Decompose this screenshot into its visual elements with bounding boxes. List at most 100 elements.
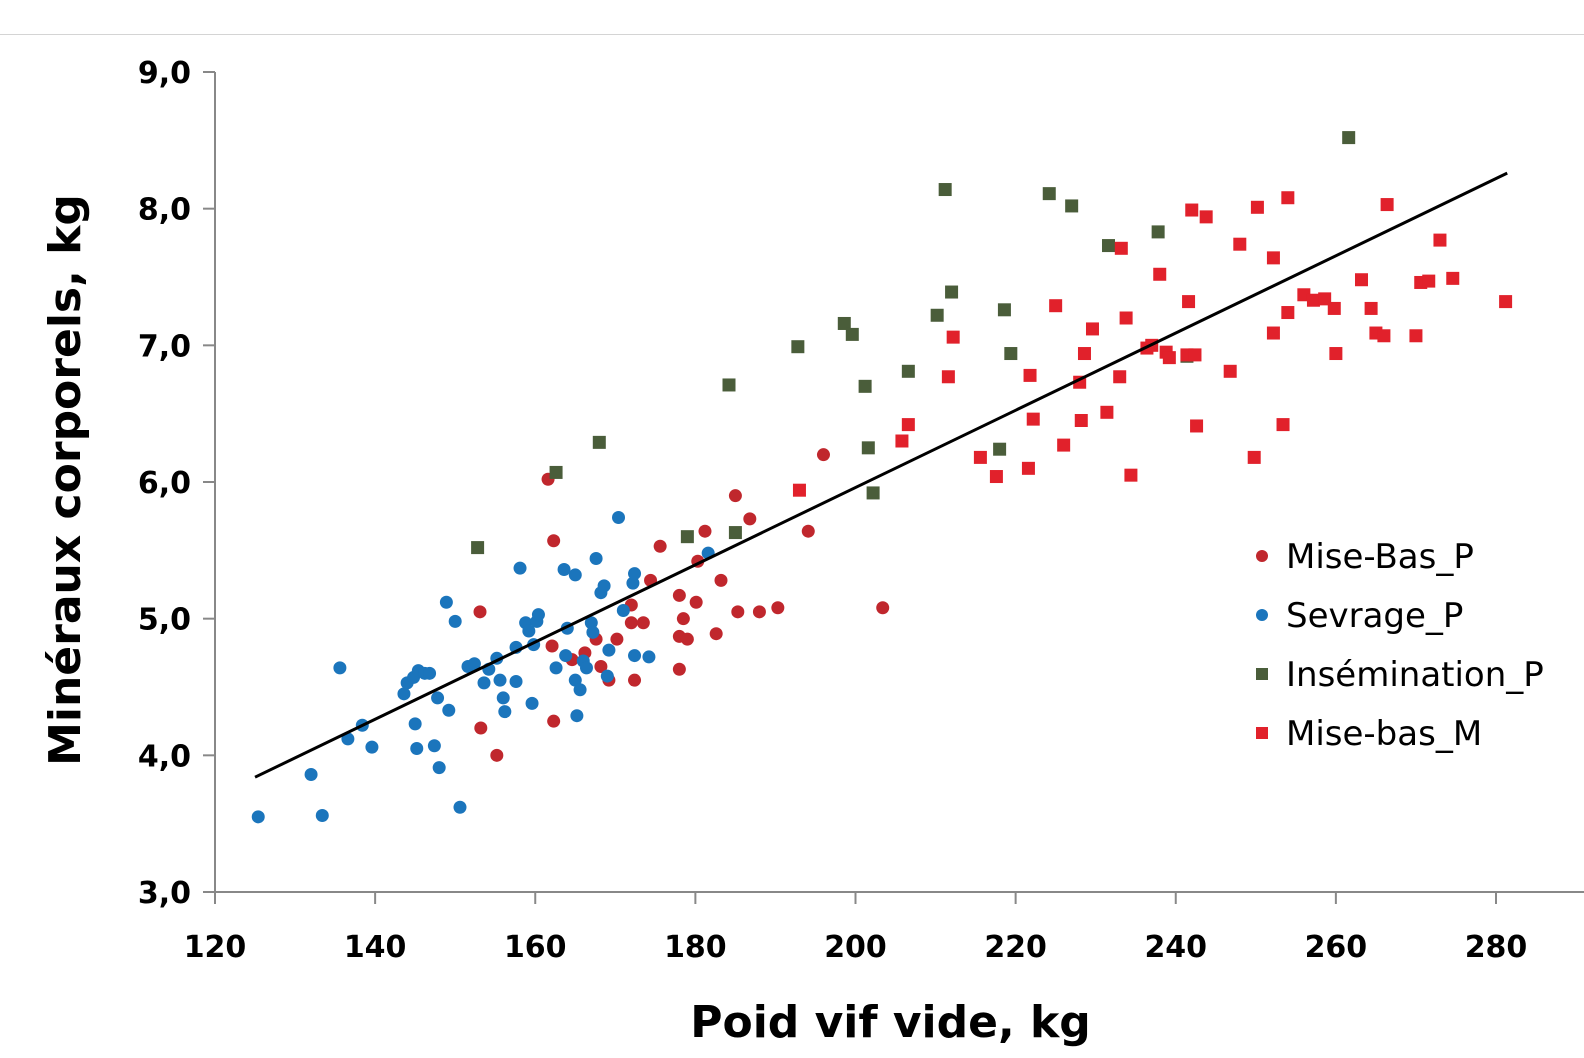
data-point — [938, 183, 952, 197]
data-point — [1188, 348, 1202, 362]
x-tick-label: 120 — [184, 930, 247, 965]
data-point — [1433, 233, 1447, 247]
data-point — [680, 530, 694, 544]
data-point — [1354, 273, 1368, 287]
x-tick-label: 240 — [1144, 930, 1207, 965]
data-point — [1085, 322, 1099, 336]
data-point — [1049, 299, 1063, 313]
data-point — [602, 643, 616, 657]
data-point — [1276, 418, 1290, 432]
x-tick-label: 200 — [824, 930, 887, 965]
x-axis-title: Poid vif vide, kg — [690, 997, 1091, 1048]
data-point — [1247, 450, 1261, 464]
data-point — [594, 660, 608, 673]
data-point — [442, 703, 456, 717]
data-point — [408, 717, 422, 731]
data-point — [570, 709, 584, 723]
data-point — [473, 605, 487, 619]
data-point — [816, 448, 830, 462]
data-point — [1306, 293, 1320, 307]
top-divider — [0, 34, 1584, 35]
data-point — [1100, 405, 1114, 419]
data-point — [448, 614, 462, 628]
data-point — [941, 370, 955, 384]
data-point — [1409, 329, 1423, 343]
x-tick-label: 260 — [1305, 930, 1368, 965]
axis-titles: Poid vif vide, kg Minéraux corporels, kg — [40, 194, 1091, 1048]
data-point — [858, 379, 872, 393]
data-point — [930, 308, 944, 322]
data-point — [1114, 241, 1128, 255]
data-point — [689, 595, 703, 609]
x-tick-label: 140 — [344, 930, 407, 965]
y-tick-label: 8,0 — [138, 193, 191, 228]
data-point — [1057, 438, 1071, 452]
data-point — [1499, 295, 1513, 309]
data-point — [439, 595, 453, 609]
data-point — [1021, 461, 1035, 475]
data-point — [989, 470, 1003, 484]
y-tick-label: 6,0 — [138, 466, 191, 501]
data-point — [547, 714, 561, 728]
data-point — [1026, 412, 1040, 426]
data-point — [845, 327, 859, 341]
data-point — [315, 808, 329, 822]
data-point — [365, 740, 379, 754]
data-point — [1151, 225, 1165, 239]
data-point — [1182, 295, 1196, 309]
data-point — [1422, 274, 1436, 288]
data-point — [743, 512, 757, 526]
data-point — [579, 661, 593, 675]
data-point — [642, 650, 656, 664]
y-tick-label: 7,0 — [138, 329, 191, 364]
data-point — [1065, 199, 1079, 213]
data-point — [490, 748, 504, 762]
data-point — [612, 511, 626, 525]
data-point — [1190, 419, 1204, 433]
series-mise-bas-p — [473, 448, 890, 762]
x-tick-label: 280 — [1465, 930, 1528, 965]
legend-marker — [1256, 727, 1268, 739]
data-point — [997, 303, 1011, 317]
data-point — [251, 810, 265, 824]
data-point — [1004, 347, 1018, 361]
data-point — [304, 767, 318, 781]
legend-label: Insémination_P — [1286, 655, 1544, 695]
data-point — [628, 673, 642, 687]
data-point — [792, 483, 806, 497]
data-point — [1281, 306, 1295, 320]
series-sevrage-p — [251, 511, 715, 824]
legend: Mise-Bas_P Sevrage_P Insémination_P Mise-ba… — [1256, 537, 1544, 754]
legend-marker — [1256, 668, 1268, 680]
data-point — [1446, 271, 1460, 285]
data-point — [1101, 239, 1115, 253]
data-point — [1329, 347, 1343, 361]
data-point — [901, 418, 915, 432]
data-point — [509, 675, 523, 689]
data-point — [1199, 210, 1213, 224]
data-point — [672, 662, 686, 676]
data-point — [1042, 187, 1056, 201]
data-point — [791, 340, 805, 354]
data-point — [397, 687, 411, 701]
legend-label: Sevrage_P — [1286, 596, 1463, 636]
data-point — [709, 627, 723, 641]
legend-label: Mise-Bas_P — [1286, 537, 1474, 577]
data-point — [728, 489, 742, 503]
data-point — [1124, 468, 1138, 482]
x-tick-label: 220 — [984, 930, 1047, 965]
data-point — [333, 661, 347, 675]
data-point — [1077, 347, 1091, 361]
trendline-group — [254, 171, 1508, 779]
data-point — [589, 552, 603, 566]
legend-marker — [1256, 550, 1268, 562]
data-point — [498, 705, 512, 719]
data-point — [549, 465, 563, 479]
data-point — [1327, 301, 1341, 315]
data-point — [672, 588, 686, 602]
data-point — [513, 561, 527, 575]
series-mise-bas-m — [792, 191, 1513, 497]
data-point — [474, 721, 488, 735]
